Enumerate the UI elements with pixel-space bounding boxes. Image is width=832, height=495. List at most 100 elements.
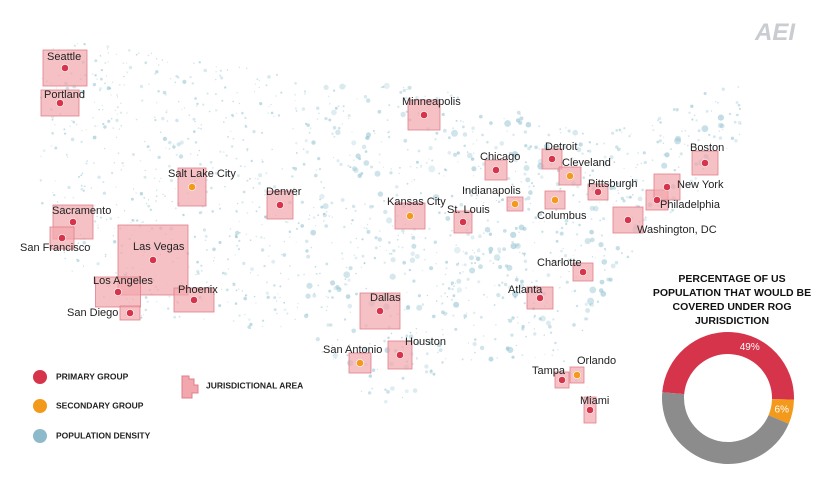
density-dot bbox=[313, 206, 315, 209]
density-dot bbox=[405, 334, 409, 338]
density-dot bbox=[476, 139, 478, 141]
density-dot bbox=[155, 219, 157, 222]
density-dot bbox=[419, 192, 422, 195]
density-dot bbox=[560, 132, 562, 134]
density-dot bbox=[319, 272, 321, 275]
density-dot bbox=[441, 328, 444, 331]
density-dot bbox=[461, 358, 464, 361]
density-dot bbox=[128, 65, 133, 70]
density-dot bbox=[404, 389, 409, 394]
density-dot bbox=[117, 152, 120, 155]
density-dot bbox=[570, 157, 574, 160]
city-label: Tampa bbox=[532, 365, 566, 377]
density-dot bbox=[120, 102, 122, 104]
density-dot bbox=[250, 267, 254, 272]
density-dot bbox=[643, 160, 647, 165]
density-dot bbox=[131, 219, 134, 221]
density-dot bbox=[82, 241, 86, 245]
density-dot bbox=[365, 287, 368, 290]
density-dot bbox=[435, 131, 439, 135]
density-dot bbox=[472, 143, 474, 145]
density-dot bbox=[81, 90, 85, 94]
density-dot bbox=[146, 145, 150, 149]
density-dot bbox=[191, 82, 194, 85]
density-dot bbox=[637, 196, 643, 202]
density-dot bbox=[106, 45, 110, 48]
density-dot bbox=[224, 185, 226, 188]
density-dot bbox=[397, 105, 400, 109]
density-dot bbox=[285, 221, 287, 223]
density-dot bbox=[351, 131, 353, 133]
density-dot bbox=[325, 210, 328, 213]
density-dot bbox=[107, 61, 109, 63]
city-label: Minneapolis bbox=[402, 96, 461, 108]
density-dot bbox=[234, 235, 238, 239]
density-dot bbox=[309, 127, 312, 130]
density-dot bbox=[463, 263, 467, 267]
density-dot bbox=[337, 339, 339, 341]
city-label: Chicago bbox=[480, 151, 520, 163]
density-dot bbox=[345, 266, 348, 269]
density-dot bbox=[615, 246, 620, 251]
city-marker bbox=[492, 166, 500, 174]
density-dot bbox=[200, 264, 203, 267]
jurisdictional-areas bbox=[40, 49, 719, 424]
density-dot bbox=[510, 231, 517, 238]
density-dot bbox=[162, 193, 164, 196]
density-dot bbox=[470, 191, 472, 193]
density-dot bbox=[441, 302, 444, 304]
city-label: Philadelphia bbox=[660, 199, 721, 211]
density-dot bbox=[403, 138, 408, 143]
city-marker bbox=[276, 201, 284, 209]
density-dot bbox=[703, 92, 707, 95]
density-dot bbox=[410, 251, 416, 257]
density-dot bbox=[374, 246, 378, 250]
density-dot bbox=[104, 147, 106, 150]
donut-chart: 49% 6% bbox=[662, 332, 794, 464]
density-dot bbox=[451, 129, 458, 137]
density-dot bbox=[318, 167, 322, 171]
density-dot bbox=[395, 193, 399, 197]
density-dot bbox=[405, 96, 408, 100]
density-dot bbox=[361, 238, 364, 241]
density-dot bbox=[75, 123, 78, 126]
density-dot bbox=[139, 192, 144, 196]
legend-area-icon bbox=[181, 375, 199, 399]
density-dot bbox=[265, 84, 268, 87]
density-dot bbox=[150, 52, 153, 54]
density-dot bbox=[495, 324, 497, 326]
density-dot bbox=[628, 135, 631, 138]
density-dot bbox=[479, 315, 483, 319]
density-dot bbox=[445, 267, 448, 270]
density-dot bbox=[423, 248, 426, 251]
density-dot bbox=[214, 109, 218, 112]
density-dot bbox=[533, 314, 536, 318]
density-dot bbox=[353, 254, 356, 257]
density-dot bbox=[193, 62, 195, 64]
density-dot bbox=[54, 146, 58, 150]
density-dot bbox=[533, 242, 536, 244]
density-dot bbox=[178, 101, 180, 103]
density-dot bbox=[314, 173, 318, 178]
density-dot bbox=[205, 249, 208, 251]
density-dot bbox=[738, 133, 741, 136]
density-dot bbox=[324, 117, 328, 121]
density-dot bbox=[444, 273, 447, 276]
density-dot bbox=[322, 213, 327, 218]
density-dot bbox=[297, 222, 300, 225]
density-dot bbox=[602, 217, 606, 221]
city-label: Portland bbox=[44, 89, 85, 101]
density-dot bbox=[101, 104, 103, 106]
density-dot bbox=[533, 332, 537, 336]
density-dot bbox=[489, 259, 492, 262]
density-dot bbox=[652, 129, 655, 132]
density-dot bbox=[572, 221, 575, 224]
density-dot bbox=[441, 310, 445, 315]
density-dot bbox=[366, 223, 369, 226]
density-dot bbox=[328, 95, 330, 98]
density-dot bbox=[116, 136, 118, 138]
density-dot bbox=[39, 179, 42, 182]
density-dot bbox=[328, 215, 331, 217]
legend-label: JURISDICTIONAL AREA bbox=[206, 380, 303, 390]
density-dot bbox=[319, 193, 325, 200]
